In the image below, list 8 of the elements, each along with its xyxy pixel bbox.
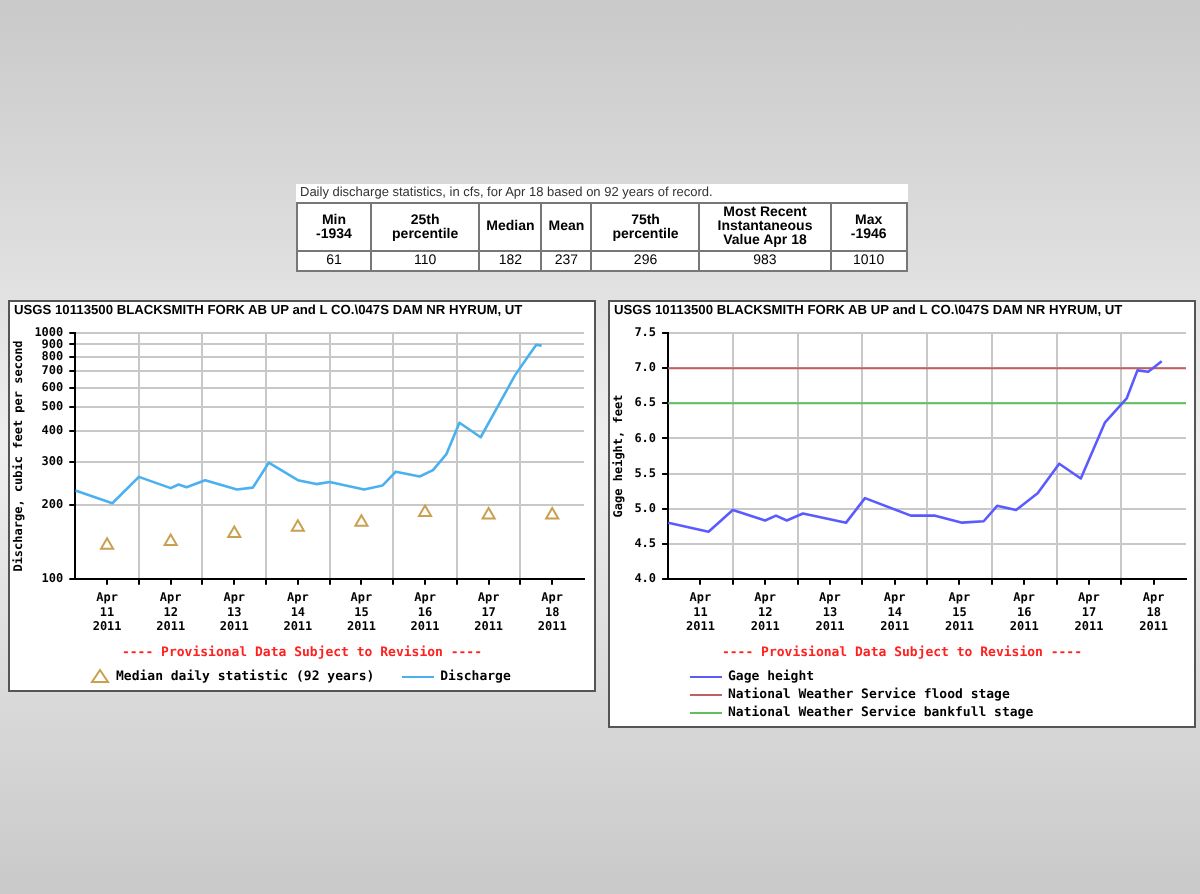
point <box>481 506 496 520</box>
point <box>100 537 115 550</box>
point <box>417 504 433 518</box>
point <box>227 525 242 538</box>
point <box>290 519 305 532</box>
point <box>545 506 560 520</box>
point <box>354 514 369 527</box>
point <box>163 533 178 546</box>
